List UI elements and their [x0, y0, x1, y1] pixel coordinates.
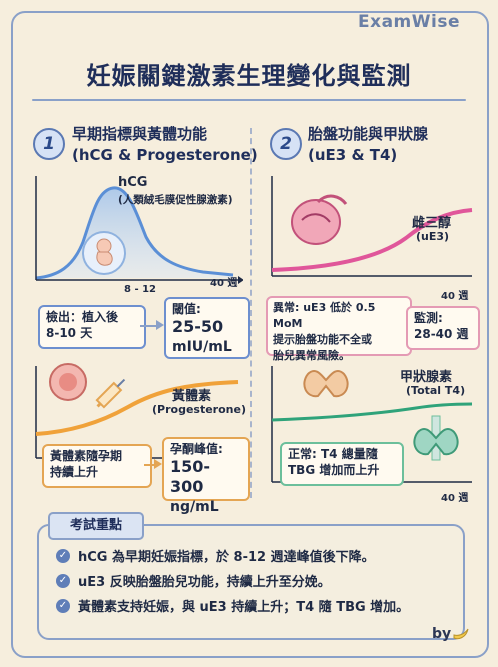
t4-normal-box: 正常: T4 總量隨 TBG 增加而上升 — [280, 442, 404, 486]
brand-logo: ExamWise — [358, 12, 460, 32]
check-icon: ✓ — [56, 549, 70, 563]
detect-line-2: 8-10 天 — [46, 326, 93, 340]
ue3-x-end: 40 週 — [441, 291, 469, 302]
normal-line-1: 正常: T4 總量隨 — [288, 447, 378, 461]
rise-line-2: 持續上升 — [50, 465, 99, 479]
hcg-label: hCG — [118, 175, 148, 190]
threshold-unit: mIU/mL — [172, 339, 232, 355]
summary-tag: 考試重點 — [48, 512, 144, 540]
section-2-number: 2 — [270, 128, 302, 160]
t4-full-name: (Total T4) — [406, 384, 466, 397]
progesterone-full-name: (Progesterone) — [152, 403, 246, 416]
threshold-value: 25-50 — [172, 317, 224, 336]
abnormal-line-2: 提示胎盤功能不全或 — [273, 333, 372, 346]
hcg-threshold-box: 閾值: 25-50 mIU/mL — [164, 297, 250, 359]
progesterone-arrow-head — [154, 459, 162, 469]
banana-icon — [453, 628, 469, 640]
ue3-label: 雌三醇 — [412, 216, 452, 231]
peak-value: 150-300 — [170, 457, 211, 496]
summary-box — [37, 524, 465, 640]
title-underline — [32, 99, 466, 101]
page-frame — [11, 11, 489, 658]
detect-line-1: 檢出：植入後 — [46, 310, 119, 324]
byline: by — [432, 626, 452, 642]
section-2-subtitle: (uE3 & T4) — [308, 146, 398, 164]
progesterone-label: 黃體素 — [172, 389, 212, 404]
ue3-monitor-box: 監測: 28-40 週 — [406, 306, 480, 350]
summary-point-3: 黃體素支持妊娠，與 uE3 持續上升；T4 隨 TBG 增加。 — [78, 600, 410, 615]
threshold-label: 閾值: — [172, 302, 201, 316]
hcg-curve — [35, 186, 234, 280]
section-1-subtitle: (hCG & Progesterone) — [72, 146, 258, 164]
ue3-chart — [271, 176, 473, 277]
ue3-full-name: (uE3) — [416, 230, 450, 243]
section-divider — [250, 128, 253, 498]
thyroid-icon — [303, 370, 349, 398]
abnormal-line-1: 異常: uE3 低於 0.5 MoM — [273, 301, 376, 330]
uterus-icon — [49, 363, 87, 401]
section-2-title: 胎盤功能與甲狀腺 — [308, 125, 429, 143]
peak-unit: ng/mL — [170, 499, 219, 515]
placenta-icon — [291, 194, 348, 245]
ue3-abnormal-box: 異常: uE3 低於 0.5 MoM 提示胎盤功能不全或 胎兒異常風險。 — [266, 296, 412, 362]
syringe-icon — [95, 378, 126, 409]
thyroid-icon — [413, 415, 459, 461]
monitor-value: 28-40 週 — [414, 327, 469, 341]
abnormal-line-3: 胎兒異常風險。 — [273, 349, 350, 362]
progesterone-rise-box: 黃體素隨孕期 持續上升 — [42, 444, 152, 488]
progesterone-peak-box: 孕酮峰值: 150-300 ng/mL — [162, 437, 250, 515]
check-icon: ✓ — [56, 599, 70, 613]
t4-x-end: 40 週 — [441, 493, 469, 504]
hcg-arrow — [140, 325, 160, 327]
hcg-arrow-head — [156, 320, 164, 330]
t4-curve — [271, 402, 473, 422]
hcg-x-tick-8-12: 8 - 12 — [124, 284, 156, 295]
check-icon: ✓ — [56, 574, 70, 588]
summary-point-2: uE3 反映胎盤胎兒功能，持續上升至分娩。 — [78, 575, 331, 590]
embryo-icon — [82, 231, 126, 275]
page-title: 妊娠關鍵激素生理變化與監測 — [86, 62, 412, 90]
section-1-number: 1 — [33, 128, 65, 160]
section-1-title: 早期指標與黃體功能 — [72, 125, 208, 143]
monitor-label: 監測: — [414, 311, 443, 325]
summary-point-1: hCG 為早期妊娠指標，於 8-12 週達峰值後下降。 — [78, 550, 375, 565]
rise-line-1: 黃體素隨孕期 — [50, 449, 123, 463]
hcg-detect-box: 檢出：植入後 8-10 天 — [38, 305, 146, 349]
ue3-curve — [271, 208, 473, 272]
progesterone-curve — [35, 380, 239, 436]
hcg-full-name: (人類絨毛膜促性腺激素) — [118, 194, 233, 206]
normal-line-2: TBG 增加而上升 — [288, 463, 380, 477]
t4-label: 甲狀腺素 — [400, 370, 453, 385]
peak-label: 孕酮峰值: — [170, 442, 223, 456]
progesterone-arrow — [144, 464, 158, 466]
hcg-x-end: 40 週 — [210, 278, 238, 289]
